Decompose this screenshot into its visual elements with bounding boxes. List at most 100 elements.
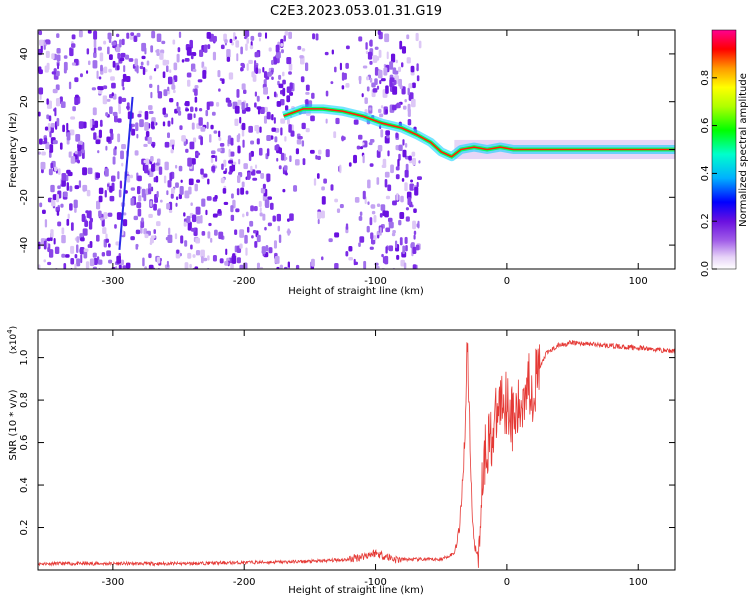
spectrogram-cell [415, 32, 419, 42]
spectrogram-cell [200, 136, 203, 146]
spectrogram-cell [188, 178, 194, 186]
spectrogram-cell [47, 197, 53, 203]
spectrogram-cell [116, 65, 120, 71]
spectrogram-cell [382, 256, 388, 264]
spectrogram-cell [194, 84, 199, 89]
spectrogram-cell [143, 143, 148, 147]
spectrogram-cell [379, 227, 382, 236]
spectrogram-cell [242, 89, 247, 94]
spectrogram-cell [144, 233, 149, 239]
spectrogram-cell [399, 40, 403, 50]
spectrogram-cell [268, 47, 272, 52]
spectrogram-cell [260, 172, 265, 179]
spectrogram-cell [223, 201, 229, 206]
spectrogram-cell [411, 204, 414, 208]
spectrogram-cell [153, 68, 157, 72]
spectrogram-cell [341, 72, 345, 81]
spectrogram-cell [418, 40, 422, 49]
spectrogram-cell [196, 179, 201, 183]
spectrogram-cell [80, 149, 85, 154]
spectrogram-cell [345, 251, 349, 257]
spectrogram-cell [200, 168, 204, 175]
snr-y-tick-label: 0.6 [19, 435, 30, 451]
spectrogram-cell [147, 188, 152, 195]
spectrogram-cell [76, 258, 81, 267]
spectrogram-cell [365, 50, 369, 55]
spectrogram-cell [176, 53, 180, 63]
spectrogram-cell [414, 186, 419, 196]
spectrogram-cell [147, 136, 152, 145]
spectrogram-cell [205, 209, 208, 216]
spectrogram-cell [239, 116, 242, 124]
spectrogram-cell [234, 118, 239, 127]
spectrogram-cell [260, 187, 266, 194]
spectrogram-cell [227, 135, 232, 145]
spectrogram-cell [45, 50, 50, 58]
spectrogram-cell [236, 188, 240, 196]
spectrogram-cell [199, 49, 204, 57]
spectrogram-cell [143, 159, 148, 164]
spectrogram-cell [241, 101, 245, 110]
spectrogram-cell [100, 119, 103, 127]
spectrogram-cell [86, 70, 89, 74]
spectrogram-cell [157, 209, 161, 216]
spectrogram-cell [417, 220, 420, 229]
spectrogram-cell [112, 60, 116, 68]
spectrogram-cell [364, 97, 368, 104]
spectrogram-cell [399, 84, 403, 90]
spectrogram-cell [277, 225, 281, 232]
spectrogram-cell [416, 176, 422, 180]
spectrogram-cell [107, 32, 112, 40]
spectrogram-cell [178, 31, 182, 39]
spectrogram-cell [63, 191, 68, 198]
spectrogram-cell [164, 161, 169, 171]
spectrogram-cell [258, 200, 262, 208]
spectrogram-cell [228, 72, 234, 80]
spectrogram-cell [407, 197, 412, 206]
spectrogram-cell [393, 70, 399, 75]
spectrogram-cell [299, 55, 304, 59]
spectrogram-cell [159, 199, 163, 203]
spectrogram-cell [286, 57, 292, 65]
spectrogram-cell [68, 151, 72, 158]
spectrogram-cell [171, 84, 176, 90]
snr-y-tick-label: 0.8 [19, 392, 30, 408]
spectrogram-cell [265, 245, 269, 252]
spectrogram-cell [201, 61, 205, 69]
spectrogram-cell [215, 102, 220, 107]
spectrogram-cell [250, 165, 253, 172]
spectrogram-cell [38, 264, 41, 269]
spectrogram-cell [273, 56, 278, 65]
spectrogram-cell [111, 175, 116, 182]
spectrogram-cell [39, 39, 44, 46]
spectrogram-cell [142, 257, 145, 267]
spectrogram-cell [369, 107, 372, 111]
spectrogram-cell [328, 238, 333, 243]
spectrogram-cell [377, 69, 383, 79]
spectrogram-cell [229, 38, 233, 44]
spectrogram-cell [263, 86, 268, 95]
spectrogram-cell [104, 190, 107, 198]
spectrogram-cell [246, 211, 249, 217]
snr-x-tick-label: 0 [504, 577, 510, 588]
spectrogram-cell [57, 62, 60, 70]
spectrogram-cell [79, 247, 85, 255]
spectrogram-cell [334, 66, 337, 73]
spectrogram-cell [93, 52, 97, 58]
spectrogram-cell [374, 46, 379, 50]
spectrogram-cell [334, 232, 340, 238]
spectrogram-cell [38, 87, 44, 95]
spectrogram-cell [87, 244, 91, 249]
spectrogram-cell [177, 47, 181, 53]
spectrogram-cell [149, 83, 153, 88]
spectrogram-cell [223, 170, 227, 174]
spectrogram-cell [83, 248, 89, 252]
spectrogram-cell [236, 257, 241, 264]
spectrogram-cell [230, 205, 234, 213]
spectrogram-cell [139, 65, 144, 70]
spectrogram-cell [358, 75, 362, 82]
snr-y-tick-label: 0.4 [19, 477, 30, 493]
spectrogram-cell [397, 158, 400, 168]
spectrogram-cell [259, 207, 262, 213]
spectrogram-cell [167, 76, 173, 85]
